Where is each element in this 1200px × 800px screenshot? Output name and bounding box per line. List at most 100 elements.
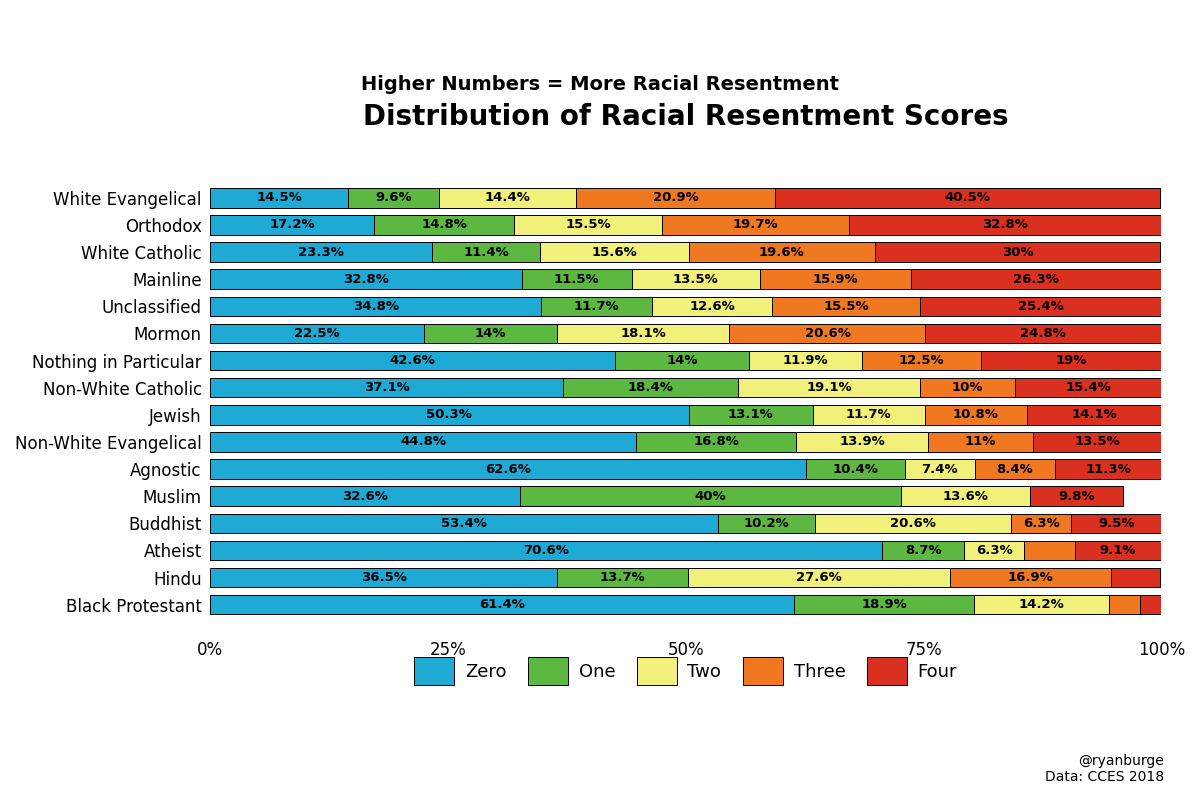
Text: 15.9%: 15.9%	[812, 273, 858, 286]
Text: 19%: 19%	[1055, 354, 1087, 367]
Text: 13.5%: 13.5%	[673, 273, 719, 286]
Bar	[882, 541, 965, 560]
Text: 11%: 11%	[965, 435, 996, 449]
Bar	[773, 297, 919, 316]
Text: 9.5%: 9.5%	[1098, 517, 1134, 530]
Text: 40%: 40%	[695, 490, 726, 502]
Text: 70.6%: 70.6%	[523, 544, 569, 557]
Text: 10.8%: 10.8%	[953, 408, 998, 422]
Bar	[522, 270, 631, 289]
Text: 14.8%: 14.8%	[421, 218, 467, 231]
Text: 25.4%: 25.4%	[1018, 300, 1063, 313]
Bar	[794, 595, 974, 614]
Bar	[210, 297, 541, 316]
Text: 32.8%: 32.8%	[343, 273, 389, 286]
Text: @ryanburge
Data: CCES 2018: @ryanburge Data: CCES 2018	[1045, 754, 1164, 784]
Bar	[373, 215, 515, 234]
Bar	[738, 378, 919, 398]
Bar	[210, 215, 373, 234]
Text: 20.9%: 20.9%	[653, 191, 698, 204]
Bar	[796, 432, 929, 452]
Text: 22.5%: 22.5%	[294, 327, 340, 340]
Text: 20.6%: 20.6%	[890, 517, 936, 530]
Bar	[1030, 486, 1123, 506]
Bar	[515, 215, 662, 234]
Text: 13.9%: 13.9%	[839, 435, 886, 449]
Bar	[210, 541, 882, 560]
Text: 10.2%: 10.2%	[744, 517, 790, 530]
Text: 18.4%: 18.4%	[628, 381, 673, 394]
Bar	[689, 242, 875, 262]
Text: Higher Numbers = More Racial Resentment: Higher Numbers = More Racial Resentment	[361, 74, 839, 94]
Text: 10%: 10%	[952, 381, 983, 394]
Bar	[210, 432, 636, 452]
Bar	[1015, 378, 1162, 398]
Bar	[974, 459, 1055, 479]
Bar	[950, 568, 1111, 587]
Bar	[576, 188, 775, 207]
Text: 11.4%: 11.4%	[463, 246, 509, 258]
Bar	[1140, 595, 1162, 614]
Bar	[775, 188, 1160, 207]
Bar	[210, 188, 348, 207]
Bar	[901, 486, 1030, 506]
Text: 34.8%: 34.8%	[353, 300, 398, 313]
Bar	[521, 486, 901, 506]
Bar	[1033, 432, 1162, 452]
Text: 13.5%: 13.5%	[1074, 435, 1120, 449]
Text: 13.1%: 13.1%	[728, 408, 774, 422]
Text: 11.3%: 11.3%	[1086, 462, 1132, 475]
Text: 14%: 14%	[666, 354, 697, 367]
Text: 19.7%: 19.7%	[733, 218, 779, 231]
Bar	[875, 242, 1160, 262]
Text: 53.4%: 53.4%	[442, 517, 487, 530]
Text: 12.5%: 12.5%	[899, 354, 944, 367]
Bar	[616, 350, 749, 370]
Text: 12.6%: 12.6%	[690, 300, 736, 313]
Bar	[636, 432, 796, 452]
Text: 13.6%: 13.6%	[942, 490, 989, 502]
Bar	[439, 188, 576, 207]
Text: 26.3%: 26.3%	[1013, 273, 1060, 286]
Bar	[424, 324, 557, 343]
Bar	[919, 297, 1162, 316]
Bar	[540, 242, 689, 262]
Bar	[1025, 541, 1075, 560]
Bar	[974, 595, 1109, 614]
Text: 14.5%: 14.5%	[256, 191, 302, 204]
Text: 42.6%: 42.6%	[390, 354, 436, 367]
Bar	[924, 405, 1027, 425]
Bar	[662, 215, 850, 234]
Text: 20.6%: 20.6%	[804, 327, 851, 340]
Bar	[1075, 541, 1162, 560]
Bar	[749, 350, 862, 370]
Text: 9.8%: 9.8%	[1058, 490, 1096, 502]
Text: 30%: 30%	[1002, 246, 1033, 258]
Text: 62.6%: 62.6%	[485, 462, 530, 475]
Bar	[718, 514, 815, 533]
Text: 17.2%: 17.2%	[269, 218, 314, 231]
Bar	[980, 350, 1162, 370]
Text: 32.8%: 32.8%	[983, 218, 1028, 231]
Text: 11.5%: 11.5%	[554, 273, 600, 286]
Text: 14.4%: 14.4%	[485, 191, 530, 204]
Bar	[210, 270, 522, 289]
Bar	[965, 541, 1025, 560]
Bar	[1012, 514, 1072, 533]
Bar	[815, 514, 1012, 533]
Bar	[210, 242, 432, 262]
Bar	[905, 459, 974, 479]
Bar	[689, 405, 814, 425]
Text: 9.6%: 9.6%	[376, 191, 412, 204]
Text: 18.1%: 18.1%	[620, 327, 666, 340]
Bar	[850, 215, 1162, 234]
Text: 9.1%: 9.1%	[1100, 544, 1136, 557]
Text: 40.5%: 40.5%	[944, 191, 991, 204]
Text: 11.7%: 11.7%	[574, 300, 619, 313]
Bar	[1027, 405, 1162, 425]
Text: 27.6%: 27.6%	[796, 571, 841, 584]
Bar	[730, 324, 925, 343]
Bar	[557, 568, 688, 587]
Text: 32.6%: 32.6%	[342, 490, 388, 502]
Bar	[210, 459, 805, 479]
